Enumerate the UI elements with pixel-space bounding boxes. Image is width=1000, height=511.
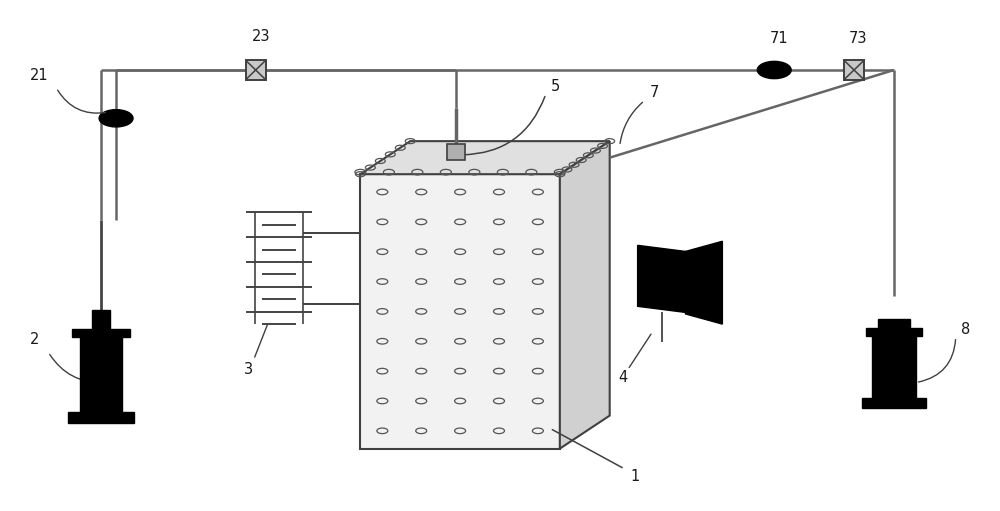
Polygon shape (560, 141, 610, 449)
Bar (68, 412, 134, 423)
Polygon shape (638, 245, 685, 312)
Circle shape (757, 61, 791, 79)
Text: 2: 2 (30, 332, 39, 347)
Text: 8: 8 (961, 322, 970, 337)
Text: 7: 7 (650, 85, 659, 100)
Bar (447, 144, 465, 160)
Circle shape (99, 110, 133, 127)
Text: 1: 1 (630, 469, 639, 484)
Text: 5: 5 (551, 79, 560, 94)
Bar (878, 319, 910, 332)
Polygon shape (360, 141, 610, 174)
Bar (246, 60, 266, 80)
Text: 21: 21 (30, 67, 49, 83)
Bar (92, 310, 110, 333)
Bar (844, 60, 864, 80)
Text: 4: 4 (618, 370, 627, 385)
Text: 73: 73 (849, 31, 867, 46)
Bar (360, 174, 560, 449)
Bar (72, 329, 130, 337)
Text: 23: 23 (251, 30, 270, 44)
Bar (872, 332, 916, 398)
Text: 71: 71 (770, 31, 789, 46)
Text: 3: 3 (244, 362, 253, 377)
Bar (866, 328, 922, 336)
Polygon shape (685, 241, 722, 324)
Bar (862, 398, 926, 408)
Bar (80, 333, 122, 412)
